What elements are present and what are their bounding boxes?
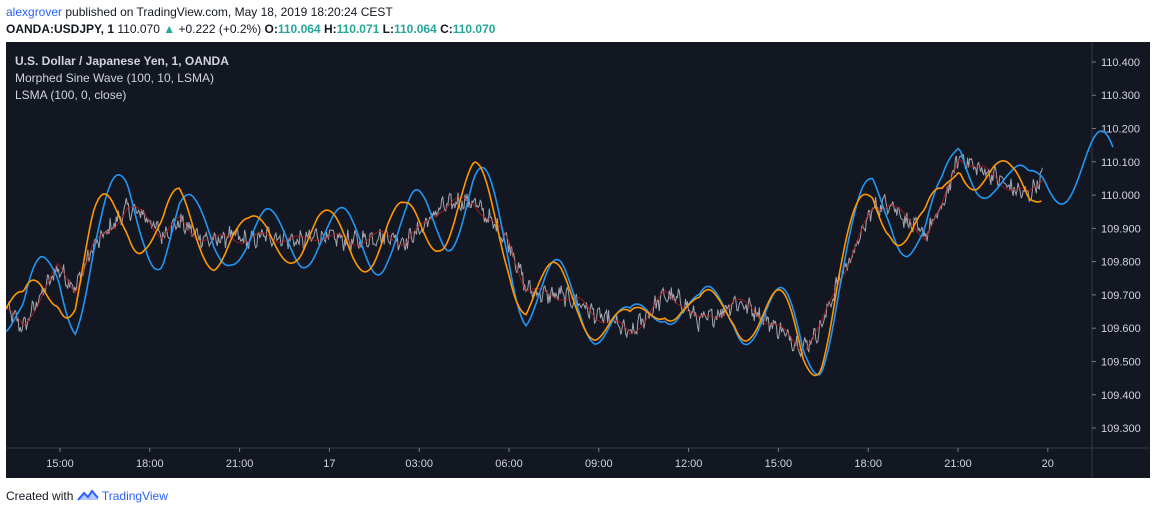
chart-svg[interactable]: 110.400 110.300 110.200 110.100 110.000 109.9… bbox=[5, 42, 1150, 478]
sine-wave-blue-line bbox=[5, 130, 1114, 376]
tradingview-logo-icon[interactable] bbox=[76, 489, 102, 503]
high-label: H: bbox=[323, 22, 337, 36]
sine-wave-orange-line bbox=[5, 160, 1042, 377]
high-value: 110.071 bbox=[336, 22, 380, 36]
legend-indicator-lsma: LSMA (100, 0, close) bbox=[15, 88, 127, 102]
publish-info: alexgrover published on TradingView.com,… bbox=[6, 4, 393, 21]
x-tick-label: 12:00 bbox=[675, 458, 703, 470]
x-tick-label: 20 bbox=[1042, 458, 1054, 470]
y-tick-label: 110.000 bbox=[1101, 190, 1140, 202]
price-series-line bbox=[5, 153, 1043, 359]
open-value: 110.064 bbox=[277, 22, 321, 36]
x-tick-label: 06:00 bbox=[495, 458, 523, 470]
price-change: +0.222 (+0.2%) bbox=[178, 22, 262, 36]
close-value: 110.070 bbox=[452, 22, 496, 36]
legend-title: U.S. Dollar / Japanese Yen, 1, OANDA bbox=[15, 54, 229, 68]
y-tick-label: 109.500 bbox=[1101, 356, 1141, 368]
author-link[interactable]: alexgrover bbox=[6, 5, 63, 19]
symbol-row: OANDA:USDJPY, 1 110.070 ▲ +0.222 (+0.2%)… bbox=[6, 21, 495, 38]
y-tick-label: 109.600 bbox=[1101, 323, 1141, 335]
symbol-label: OANDA:USDJPY, 1 bbox=[6, 22, 115, 36]
y-tick-label: 109.400 bbox=[1101, 390, 1141, 402]
tradingview-link[interactable]: TradingView bbox=[101, 489, 168, 503]
low-value: 110.064 bbox=[394, 22, 437, 36]
x-tick-label: 09:00 bbox=[585, 458, 613, 470]
x-tick-label: 18:00 bbox=[854, 458, 882, 470]
up-arrow-icon: ▲ bbox=[163, 22, 176, 36]
lsma-series-line bbox=[5, 157, 1044, 354]
x-tick-label: 18:00 bbox=[136, 458, 164, 470]
y-tick-label: 109.800 bbox=[1101, 257, 1141, 269]
y-tick-label: 109.700 bbox=[1101, 290, 1141, 302]
chart-panel[interactable]: 110.400 110.300 110.200 110.100 110.000 109.9… bbox=[5, 42, 1150, 478]
x-tick-label: 21:00 bbox=[226, 458, 254, 470]
created-with-text: Created with bbox=[6, 489, 74, 503]
x-tick-label: 03:00 bbox=[405, 458, 433, 470]
x-tick-label: 15:00 bbox=[46, 458, 74, 470]
chart-legend: U.S. Dollar / Japanese Yen, 1, OANDA Mor… bbox=[15, 53, 229, 104]
legend-indicator-sine: Morphed Sine Wave (100, 10, LSMA) bbox=[15, 71, 214, 85]
y-tick-label: 109.300 bbox=[1101, 423, 1141, 435]
x-tick-label: 17 bbox=[323, 458, 335, 470]
y-tick-label: 110.100 bbox=[1101, 157, 1140, 169]
y-tick-label: 110.200 bbox=[1101, 124, 1140, 136]
y-tick-label: 109.900 bbox=[1101, 223, 1141, 235]
x-tick-label: 21:00 bbox=[944, 458, 972, 470]
open-label: O: bbox=[264, 22, 278, 36]
y-tick-label: 110.300 bbox=[1101, 90, 1140, 102]
close-label: C: bbox=[440, 22, 453, 36]
publish-text: published on TradingView.com, May 18, 20… bbox=[65, 5, 393, 19]
low-label: L: bbox=[382, 22, 394, 36]
y-tick-label: 110.400 bbox=[1101, 57, 1140, 69]
x-tick-label: 15:00 bbox=[765, 458, 793, 470]
last-price: 110.070 bbox=[117, 22, 160, 36]
footer: Created with TradingView bbox=[6, 488, 168, 504]
